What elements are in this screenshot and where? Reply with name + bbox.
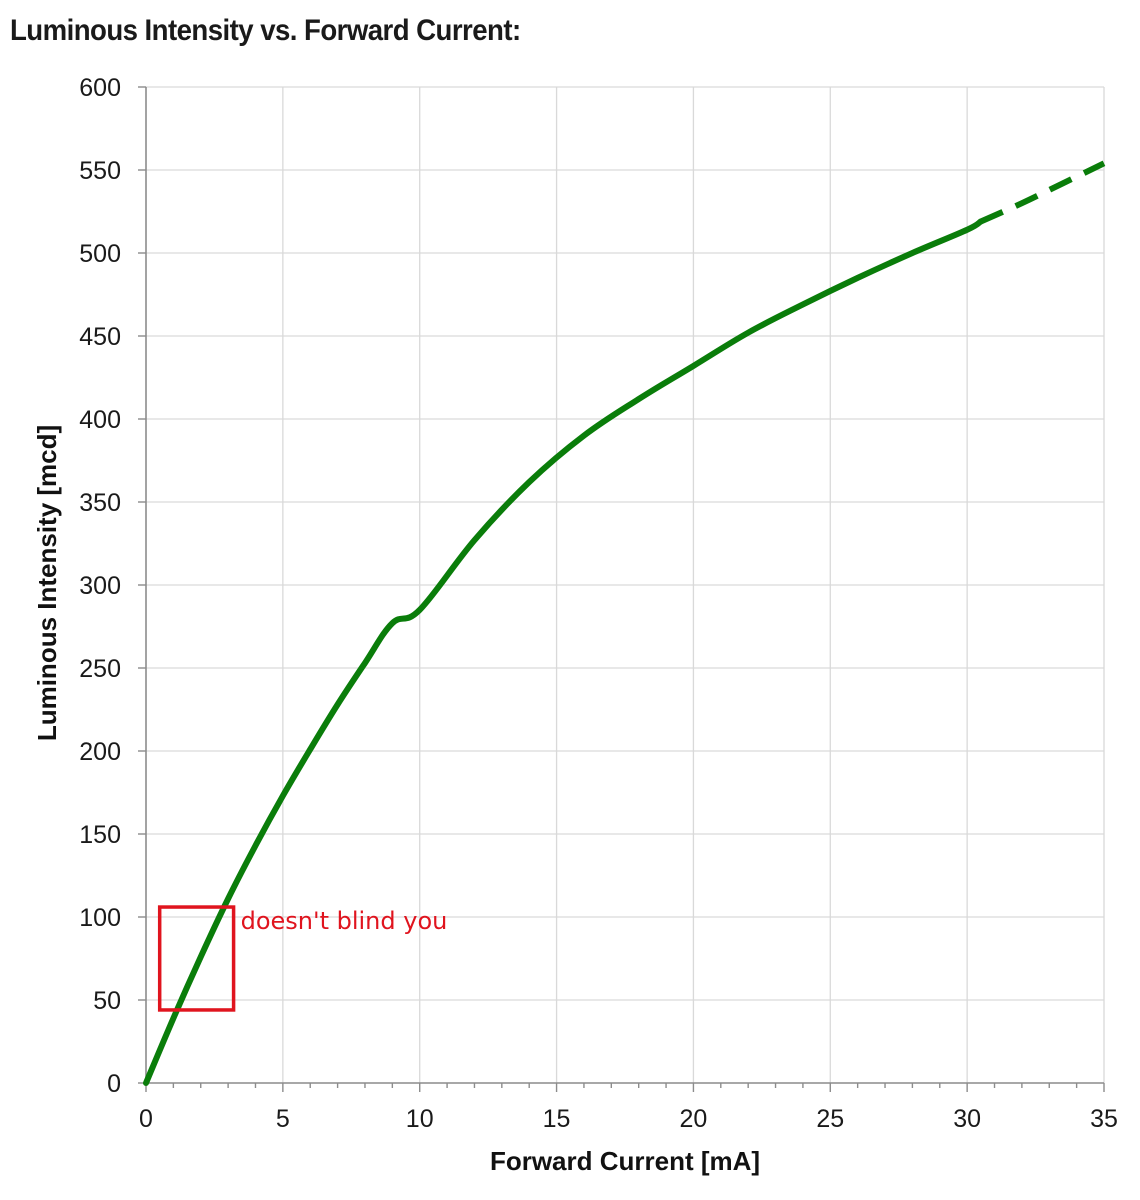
x-tick-label: 15 xyxy=(543,1105,571,1133)
y-tick-label: 350 xyxy=(79,489,121,517)
x-tick-label: 20 xyxy=(680,1105,708,1133)
y-tick-label: 0 xyxy=(107,1070,121,1098)
chart-title: Luminous Intensity vs. Forward Current: xyxy=(10,14,521,47)
y-tick-label: 150 xyxy=(79,821,121,849)
axes xyxy=(138,86,1105,1092)
y-axis-title: Luminous Intensity [mcd] xyxy=(32,425,62,741)
y-tick-label: 600 xyxy=(79,74,121,102)
y-tick-label: 500 xyxy=(79,240,121,268)
y-tick-label: 300 xyxy=(79,572,121,600)
tick-labels: 0 50 100 150 200 250 300 350 400 450 500 550 600 0 5 10… xyxy=(79,74,1118,1133)
gridlines xyxy=(146,86,1105,1083)
y-tick-label: 550 xyxy=(79,157,121,185)
x-tick-label: 0 xyxy=(139,1105,153,1133)
series-lines xyxy=(143,160,1106,1086)
annotation-box xyxy=(157,905,236,1012)
y-tick-label: 200 xyxy=(79,738,121,766)
x-tick-label: 35 xyxy=(1090,1105,1118,1133)
annotation-label: doesn't blind you xyxy=(241,907,448,935)
series-line xyxy=(143,218,984,1086)
x-tick-label: 25 xyxy=(816,1105,844,1133)
y-tick-label: 400 xyxy=(79,406,121,434)
y-tick-label: 450 xyxy=(79,323,121,351)
x-tick-label: 10 xyxy=(406,1105,434,1133)
series-line-extrapolated xyxy=(979,160,1106,225)
x-axis-title: Forward Current [mA] xyxy=(490,1146,760,1176)
annotation: doesn't blind you xyxy=(157,905,448,1012)
x-tick-label: 30 xyxy=(953,1105,981,1133)
x-tick-label: 5 xyxy=(276,1105,290,1133)
y-tick-label: 250 xyxy=(79,655,121,683)
y-tick-label: 100 xyxy=(79,904,121,932)
y-tick-label: 50 xyxy=(93,987,121,1015)
